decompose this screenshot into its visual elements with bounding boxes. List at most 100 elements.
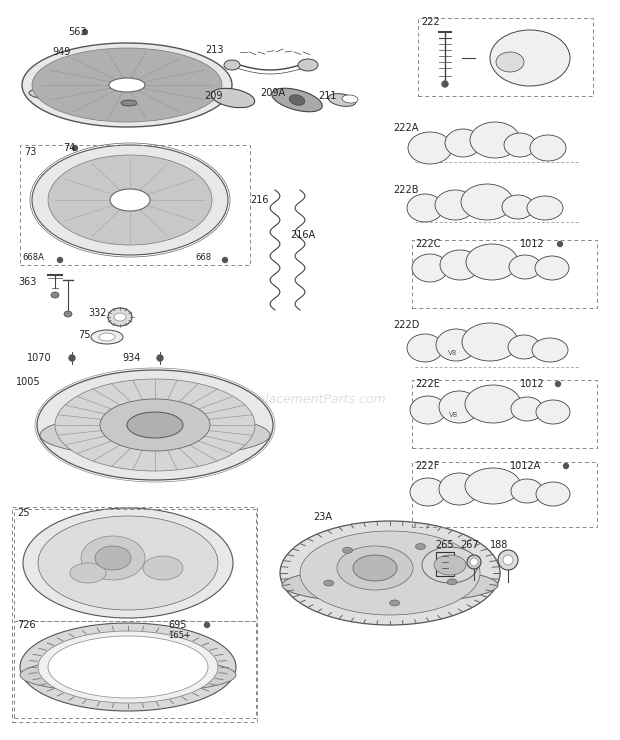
Circle shape bbox=[82, 30, 87, 35]
Ellipse shape bbox=[23, 508, 233, 618]
Text: 695: 695 bbox=[168, 620, 187, 630]
Text: 222D: 222D bbox=[393, 320, 419, 330]
Text: 934: 934 bbox=[122, 353, 140, 363]
Text: V8: V8 bbox=[449, 412, 458, 418]
Ellipse shape bbox=[407, 194, 443, 222]
Text: 949: 949 bbox=[52, 47, 71, 57]
Ellipse shape bbox=[389, 600, 400, 606]
Text: 25: 25 bbox=[17, 508, 30, 518]
Ellipse shape bbox=[470, 558, 478, 566]
Text: 222B: 222B bbox=[393, 185, 418, 195]
Text: 1012: 1012 bbox=[520, 239, 544, 249]
Bar bbox=[12, 507, 257, 722]
Ellipse shape bbox=[511, 397, 543, 421]
Ellipse shape bbox=[64, 311, 72, 317]
Ellipse shape bbox=[466, 244, 518, 280]
Ellipse shape bbox=[95, 546, 131, 570]
Text: 216: 216 bbox=[250, 195, 268, 205]
Text: 222E: 222E bbox=[415, 379, 440, 389]
Ellipse shape bbox=[22, 43, 232, 127]
Text: 222: 222 bbox=[421, 17, 440, 27]
Ellipse shape bbox=[470, 122, 520, 158]
Ellipse shape bbox=[434, 555, 466, 575]
Ellipse shape bbox=[110, 189, 150, 211]
Text: 74: 74 bbox=[63, 143, 76, 153]
Ellipse shape bbox=[109, 78, 145, 92]
Text: 222A: 222A bbox=[393, 123, 418, 133]
Circle shape bbox=[442, 81, 448, 87]
Ellipse shape bbox=[48, 636, 208, 698]
Ellipse shape bbox=[48, 155, 212, 245]
Ellipse shape bbox=[535, 256, 569, 280]
Ellipse shape bbox=[439, 391, 479, 423]
Ellipse shape bbox=[337, 546, 413, 590]
Ellipse shape bbox=[461, 184, 513, 220]
Ellipse shape bbox=[536, 400, 570, 424]
Text: 222F: 222F bbox=[415, 461, 440, 471]
Ellipse shape bbox=[300, 531, 480, 615]
Bar bbox=[418, 18, 593, 96]
Text: 563: 563 bbox=[68, 27, 87, 37]
Bar bbox=[14, 621, 256, 718]
Text: 1012: 1012 bbox=[520, 379, 544, 389]
Ellipse shape bbox=[91, 330, 123, 344]
Ellipse shape bbox=[465, 468, 521, 504]
Ellipse shape bbox=[502, 195, 534, 219]
Text: 1070: 1070 bbox=[27, 353, 51, 363]
Ellipse shape bbox=[81, 536, 145, 580]
Circle shape bbox=[58, 258, 63, 263]
Ellipse shape bbox=[55, 379, 255, 471]
Ellipse shape bbox=[527, 196, 563, 220]
Ellipse shape bbox=[445, 129, 481, 157]
Circle shape bbox=[556, 382, 560, 386]
Ellipse shape bbox=[328, 94, 356, 107]
Circle shape bbox=[205, 622, 210, 628]
Ellipse shape bbox=[70, 563, 106, 583]
Ellipse shape bbox=[422, 547, 478, 583]
Ellipse shape bbox=[108, 308, 132, 326]
Ellipse shape bbox=[100, 399, 210, 451]
Text: eReplacementParts.com: eReplacementParts.com bbox=[234, 394, 386, 406]
Ellipse shape bbox=[498, 550, 518, 570]
Ellipse shape bbox=[503, 555, 513, 565]
Ellipse shape bbox=[298, 59, 318, 71]
Bar bbox=[412, 380, 597, 448]
Ellipse shape bbox=[435, 190, 475, 220]
Ellipse shape bbox=[289, 95, 305, 105]
Text: 726: 726 bbox=[17, 620, 35, 630]
Text: 209A: 209A bbox=[260, 88, 285, 98]
Text: 363: 363 bbox=[18, 277, 37, 287]
Ellipse shape bbox=[38, 631, 218, 703]
Ellipse shape bbox=[532, 338, 568, 362]
Text: 73: 73 bbox=[24, 147, 37, 157]
Ellipse shape bbox=[342, 95, 358, 103]
Text: 75: 75 bbox=[78, 330, 91, 340]
Ellipse shape bbox=[408, 132, 452, 164]
Text: 1005: 1005 bbox=[16, 377, 41, 387]
Ellipse shape bbox=[342, 548, 353, 554]
Ellipse shape bbox=[324, 580, 334, 586]
Text: 213: 213 bbox=[205, 45, 223, 55]
Ellipse shape bbox=[490, 30, 570, 86]
Text: 332: 332 bbox=[88, 308, 107, 318]
Text: 222C: 222C bbox=[415, 239, 440, 249]
Ellipse shape bbox=[29, 81, 229, 105]
Ellipse shape bbox=[412, 254, 448, 282]
Text: 216A: 216A bbox=[290, 230, 315, 240]
Ellipse shape bbox=[509, 255, 541, 279]
Bar bbox=[14, 509, 256, 621]
Ellipse shape bbox=[465, 385, 521, 423]
Ellipse shape bbox=[32, 145, 228, 255]
Text: 209: 209 bbox=[204, 91, 223, 101]
Ellipse shape bbox=[410, 396, 446, 424]
Ellipse shape bbox=[40, 413, 270, 457]
Bar bbox=[412, 240, 597, 308]
Circle shape bbox=[564, 463, 569, 468]
Ellipse shape bbox=[436, 329, 476, 361]
Ellipse shape bbox=[121, 100, 137, 106]
Ellipse shape bbox=[280, 521, 500, 625]
Text: 668A: 668A bbox=[22, 254, 44, 263]
Ellipse shape bbox=[439, 473, 479, 505]
Ellipse shape bbox=[282, 567, 498, 603]
Text: 165+: 165+ bbox=[168, 631, 191, 641]
